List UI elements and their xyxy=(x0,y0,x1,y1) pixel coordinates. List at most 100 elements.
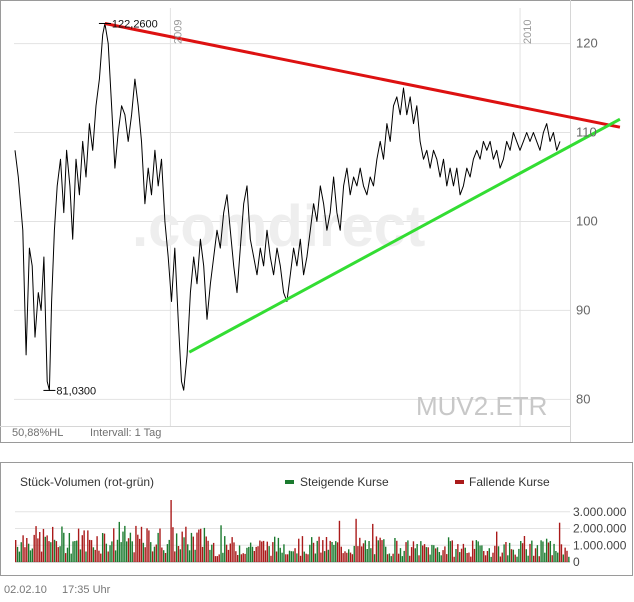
volume-bar xyxy=(566,550,568,562)
footer-date: 02.02.10 xyxy=(4,584,47,596)
volume-bar xyxy=(33,534,35,562)
volume-bar xyxy=(18,551,21,562)
legend-down-swatch xyxy=(455,480,464,484)
volume-title: Stück-Volumen (rot-grün) xyxy=(20,475,154,489)
legend-up-swatch xyxy=(285,480,294,484)
volume-bar xyxy=(568,556,570,562)
volume-bar xyxy=(322,540,324,562)
volume-bar xyxy=(342,553,344,562)
volume-bar xyxy=(307,554,309,562)
volume-bar xyxy=(70,553,72,562)
volume-bar xyxy=(292,551,294,562)
volume-bars xyxy=(15,500,570,562)
volume-bar xyxy=(335,541,337,562)
volume-bar xyxy=(318,536,320,562)
volume-bar xyxy=(81,535,83,562)
volume-bar xyxy=(140,526,143,562)
volume-bar xyxy=(135,525,137,562)
volume-bar xyxy=(518,548,520,562)
volume-bar xyxy=(268,546,270,562)
volume-bar xyxy=(172,527,174,562)
legend-down-label: Fallende Kurse xyxy=(469,475,550,489)
volume-bar xyxy=(479,545,481,562)
volume-bar xyxy=(429,554,431,562)
volume-bar xyxy=(508,542,511,562)
volume-bar xyxy=(227,549,230,562)
volume-bar xyxy=(555,551,557,562)
volume-bar xyxy=(349,552,352,562)
volume-bar xyxy=(390,556,392,562)
price-tick-label: 80 xyxy=(576,391,590,406)
volume-bar xyxy=(360,546,363,562)
volume-bar xyxy=(344,551,346,562)
volume-bar xyxy=(209,549,211,562)
volume-bar xyxy=(386,554,389,562)
volume-bar xyxy=(39,532,41,562)
volume-bar xyxy=(457,544,459,562)
volume-bar xyxy=(553,543,555,562)
volume-bar xyxy=(348,549,350,562)
volume-bar xyxy=(362,543,365,562)
volume-bar xyxy=(492,552,494,562)
volume-bar xyxy=(520,541,522,562)
volume-bar xyxy=(138,538,141,562)
price-y-axis: 80 90 100 110 120 xyxy=(576,36,598,407)
volume-bar xyxy=(431,544,433,562)
volume-bar xyxy=(124,525,126,562)
volume-bar xyxy=(272,542,274,562)
volume-bar xyxy=(181,531,183,562)
volume-bar xyxy=(477,541,479,562)
volume-bar xyxy=(103,533,106,562)
volume-bar xyxy=(68,533,71,562)
volume-bar xyxy=(420,541,422,562)
volume-bar xyxy=(366,549,368,562)
volume-bar xyxy=(101,533,104,562)
volume-bar xyxy=(137,534,139,562)
volume-bar xyxy=(131,541,133,562)
volume-bar xyxy=(85,551,87,562)
volume-bar xyxy=(531,540,533,562)
volume-bar xyxy=(116,539,119,562)
volume-bar xyxy=(438,552,441,562)
volume-bar xyxy=(150,542,152,562)
volume-bar xyxy=(416,544,418,562)
volume-bar xyxy=(94,549,96,562)
volume-bar xyxy=(542,541,544,562)
volume-bar xyxy=(484,555,487,562)
volume-bar xyxy=(211,544,213,562)
volume-bar xyxy=(294,548,296,562)
volume-bar xyxy=(475,540,478,562)
volume-tick-label: 1.000.000 xyxy=(573,538,627,552)
volume-bar xyxy=(397,553,400,562)
volume-bar xyxy=(83,530,85,562)
volume-bar xyxy=(89,539,91,562)
volume-bar xyxy=(114,550,117,562)
trendline xyxy=(188,117,621,354)
volume-bar xyxy=(194,549,196,562)
volume-bar xyxy=(314,553,317,562)
volume-bar xyxy=(423,544,426,562)
volume-bar xyxy=(303,551,305,562)
volume-bar xyxy=(320,552,322,562)
volume-bar xyxy=(238,545,241,562)
volume-bar xyxy=(248,546,250,562)
volume-bar xyxy=(262,540,265,562)
volume-bar xyxy=(98,550,100,562)
price-tick-label: 100 xyxy=(576,213,598,228)
volume-bar xyxy=(473,548,476,562)
volume-bar xyxy=(52,526,54,562)
volume-bar xyxy=(401,556,404,562)
volume-bar xyxy=(142,542,145,562)
volume-bar xyxy=(164,553,167,562)
volume-bar xyxy=(163,550,165,562)
volume-bar xyxy=(403,550,405,562)
price-tick-label: 120 xyxy=(576,36,598,51)
volume-bar xyxy=(407,540,409,562)
low-label: 81,0300 xyxy=(56,385,96,397)
volume-bar xyxy=(120,542,122,562)
volume-bar xyxy=(231,537,233,562)
volume-bar xyxy=(286,554,289,562)
volume-bar xyxy=(188,550,191,562)
volume-bar xyxy=(277,537,280,562)
